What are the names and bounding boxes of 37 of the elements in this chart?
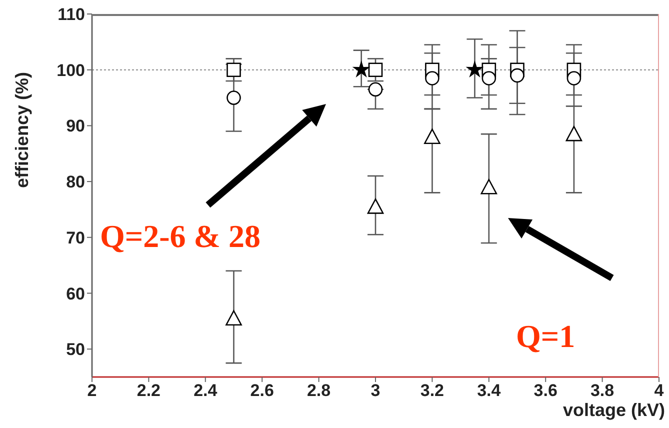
x-tick-label: 3 xyxy=(370,381,380,400)
y-tick-label: 90 xyxy=(66,116,85,136)
point xyxy=(424,128,440,144)
x-tick-label: 3.8 xyxy=(590,381,614,400)
point xyxy=(480,178,498,194)
point xyxy=(368,82,383,97)
x-tick-label: 2.6 xyxy=(250,381,274,400)
y-tick-label: 60 xyxy=(66,284,85,304)
x-tick-label: 2.8 xyxy=(306,381,331,400)
y-tick-label: 80 xyxy=(66,172,85,192)
point xyxy=(226,90,241,105)
point xyxy=(566,126,582,142)
point xyxy=(226,310,242,326)
annotation: Q=2-6 & 28 xyxy=(100,218,260,254)
x-tick-label: 2.2 xyxy=(136,381,161,400)
y-tick-label: 110 xyxy=(58,5,85,24)
point xyxy=(368,62,383,77)
x-tick-label: 2.4 xyxy=(194,381,218,400)
point xyxy=(226,62,241,77)
point xyxy=(367,198,384,214)
x-tick-label: 2 xyxy=(87,381,97,400)
annotation: Q=1 xyxy=(516,318,576,354)
y-tick-label: 50 xyxy=(66,340,85,360)
y-axis-title: efficiency (%) xyxy=(12,72,33,188)
point xyxy=(566,71,582,86)
point xyxy=(510,68,524,83)
x-axis-title: voltage (kV) xyxy=(562,400,665,421)
y-tick-label: 100 xyxy=(56,60,85,80)
x-tick-label: 3.2 xyxy=(420,381,444,400)
point xyxy=(466,62,483,77)
point xyxy=(353,62,370,77)
x-tick-label: 4 xyxy=(654,381,664,400)
point xyxy=(425,71,440,86)
point xyxy=(482,71,496,86)
x-tick-label: 3.6 xyxy=(534,381,558,400)
x-tick-label: 3.4 xyxy=(477,381,502,400)
y-tick-label: 70 xyxy=(66,228,85,248)
